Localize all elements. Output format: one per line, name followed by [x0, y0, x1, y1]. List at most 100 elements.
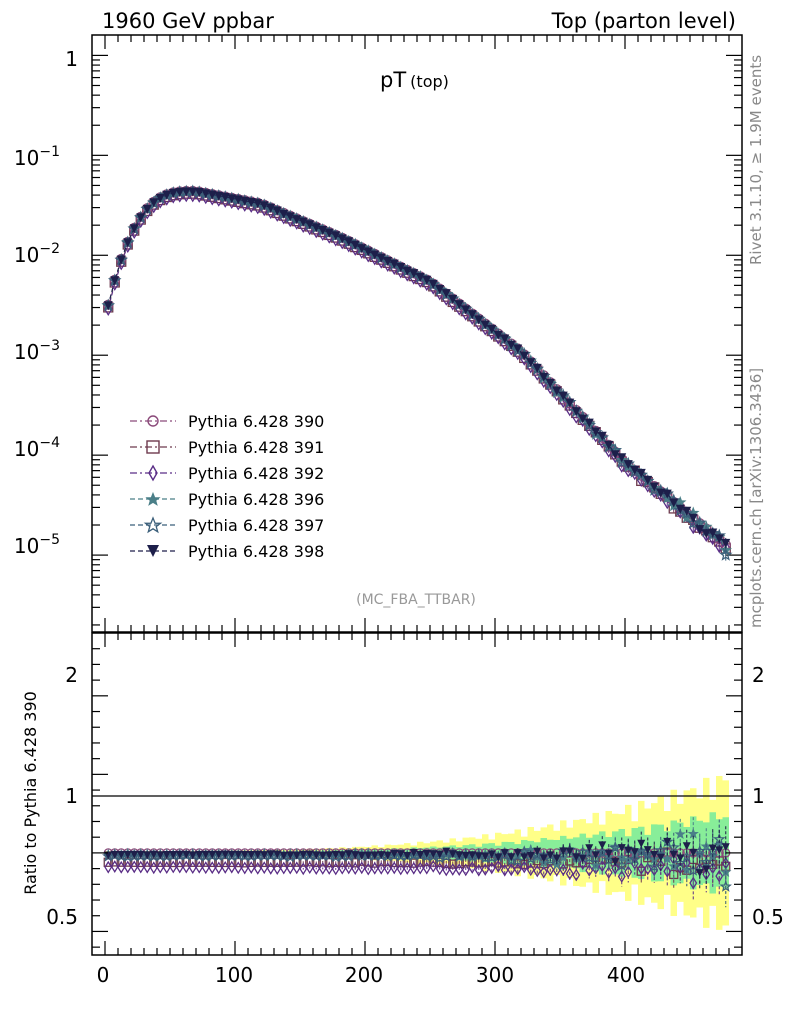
- ratio-point-392: [448, 862, 457, 876]
- main-point-398: [149, 198, 159, 208]
- ratio-point-398: [598, 841, 607, 850]
- main-point-398: [155, 193, 165, 203]
- main-point-398: [630, 465, 640, 475]
- ratio-point-398: [221, 850, 230, 859]
- ytick-label-1e-3-exp: −3: [39, 338, 60, 354]
- ratio-point-396: [661, 852, 673, 864]
- main-point-398: [103, 301, 113, 311]
- ratio-panel: Ratio to Pythia 6.428 390 2 1 0.5 2 1 0.…: [21, 632, 784, 987]
- ratio-point-392: [240, 861, 249, 875]
- main-point-398: [324, 228, 334, 238]
- xtick-label-0: 0: [97, 963, 110, 987]
- main-point-398: [272, 206, 282, 216]
- ratio-point-392: [104, 860, 113, 874]
- ratio-point-392: [221, 860, 230, 874]
- ratio-point-392: [435, 862, 444, 876]
- ytick-label-1e-3: 10−3: [14, 338, 60, 364]
- main-point-398: [513, 344, 523, 354]
- ratio-point-392: [357, 861, 366, 875]
- ratio-point-398: [299, 850, 308, 859]
- ratio-point-398: [585, 844, 594, 853]
- ratio-point-398: [546, 851, 555, 860]
- ratio-point-392: [507, 863, 516, 877]
- ratio-ylabel: Ratio to Pythia 6.428 390: [21, 691, 40, 895]
- main-point-398: [701, 529, 711, 539]
- main-panel: pT (top) (MC_FBA_TTBAR) 1 10−1 10−2 10−3 …: [14, 34, 743, 633]
- ratio-point-392: [110, 860, 119, 873]
- ratio-point-391: [441, 858, 451, 869]
- ratio-point-392: [162, 861, 171, 874]
- ratio-point-398: [364, 851, 373, 860]
- main-point-398: [318, 226, 328, 236]
- ratio-point-392: [461, 863, 470, 877]
- ratio-point-397: [719, 880, 732, 892]
- legend-marker-398: [147, 545, 159, 557]
- main-point-398: [571, 407, 581, 417]
- ratio-point-392: [546, 863, 555, 877]
- ratio-point-398: [494, 853, 503, 862]
- main-point-398: [682, 506, 692, 516]
- ratio-point-398: [702, 865, 711, 874]
- ratio-point-392: [143, 860, 152, 874]
- ratio-point-398: [435, 850, 444, 859]
- main-point-398: [565, 398, 575, 408]
- ratio-point-398: [565, 847, 574, 856]
- main-point-398: [376, 253, 386, 263]
- ratio-point-392: [604, 866, 613, 879]
- ratio-point-398: [383, 851, 392, 860]
- ratio-point-398: [416, 850, 425, 859]
- header-right: Top (parton level): [551, 9, 736, 33]
- main-point-398: [669, 498, 679, 508]
- ratio-ytick-label-1-right: 1: [752, 784, 765, 808]
- ratio-point-398: [305, 850, 314, 859]
- ratio-point-398: [695, 869, 704, 878]
- main-point-398: [123, 238, 133, 248]
- main-point-397: [582, 418, 597, 432]
- ratio-point-398: [279, 851, 288, 860]
- ratio-point-398: [682, 842, 691, 851]
- ratio-point-397: [706, 844, 719, 857]
- ratio-point-392: [312, 862, 321, 875]
- main-point-398: [129, 224, 139, 234]
- main-point-398: [415, 272, 425, 282]
- main-point-398: [461, 305, 471, 315]
- ratio-point-397: [511, 854, 524, 867]
- main-point-398: [259, 201, 269, 211]
- ratio-point-392: [149, 861, 158, 875]
- ratio-point-398: [344, 850, 353, 859]
- ratio-point-398: [253, 850, 262, 859]
- ratio-point-392: [253, 861, 262, 875]
- ratio-point-392: [565, 867, 574, 881]
- legend-marker-397: [143, 516, 163, 534]
- ratio-point-398: [247, 850, 256, 859]
- ratio-ytick-label-0.5-right: 0.5: [752, 905, 784, 929]
- main-point-398: [578, 414, 588, 424]
- main-point-398: [292, 215, 302, 225]
- main-point-398: [370, 250, 380, 260]
- ratio-point-398: [390, 849, 399, 858]
- ratio-point-398: [175, 850, 184, 859]
- main-point-398: [389, 259, 399, 269]
- ytick-label-1e-5-exp: −5: [39, 532, 60, 548]
- ratio-point-398: [286, 851, 295, 860]
- ratio-ytick-label-2-right: 2: [752, 663, 765, 687]
- ratio-point-392: [123, 860, 132, 874]
- main-point-398: [721, 538, 731, 548]
- main-point-398: [487, 324, 497, 334]
- ratio-ytick-label-2: 2: [65, 663, 78, 687]
- ratio-point-392: [637, 862, 646, 876]
- ratio-point-392: [390, 861, 399, 875]
- ratio-point-397: [609, 841, 622, 854]
- ratio-point-392: [279, 861, 288, 875]
- main-point-398: [181, 187, 191, 197]
- main-point-398: [279, 209, 289, 219]
- ratio-point-398: [169, 851, 178, 860]
- ratio-point-398: [637, 839, 646, 848]
- ratio-point-398: [208, 850, 217, 859]
- main-point-398: [220, 192, 230, 202]
- ratio-point-398: [533, 847, 542, 856]
- ratio-point-398: [110, 850, 119, 859]
- ratio-point-392: [338, 861, 347, 875]
- main-point-398: [506, 340, 516, 350]
- ytick-label-1e-5: 10−5: [14, 532, 60, 558]
